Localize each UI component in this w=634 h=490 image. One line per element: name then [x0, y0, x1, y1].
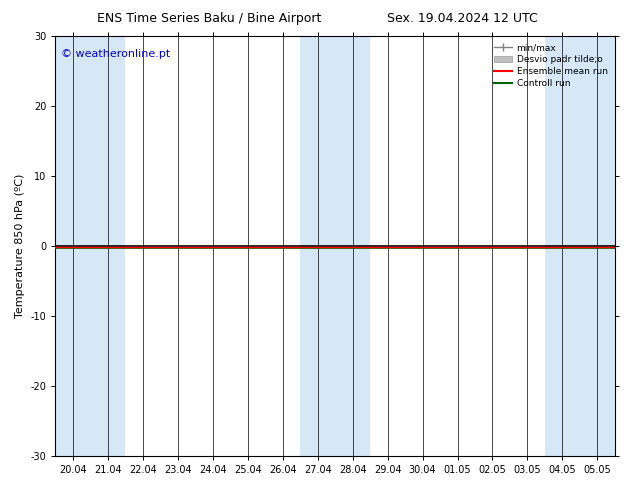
- Y-axis label: Temperature 850 hPa (ºC): Temperature 850 hPa (ºC): [15, 174, 25, 318]
- Bar: [545, 36, 615, 456]
- Text: © weatheronline.pt: © weatheronline.pt: [61, 49, 171, 59]
- Bar: [300, 36, 370, 456]
- Bar: [55, 36, 126, 456]
- Text: Sex. 19.04.2024 12 UTC: Sex. 19.04.2024 12 UTC: [387, 12, 538, 25]
- Text: ENS Time Series Baku / Bine Airport: ENS Time Series Baku / Bine Airport: [97, 12, 321, 25]
- Legend: min/max, Desvio padr tilde;o, Ensemble mean run, Controll run: min/max, Desvio padr tilde;o, Ensemble m…: [491, 41, 611, 90]
